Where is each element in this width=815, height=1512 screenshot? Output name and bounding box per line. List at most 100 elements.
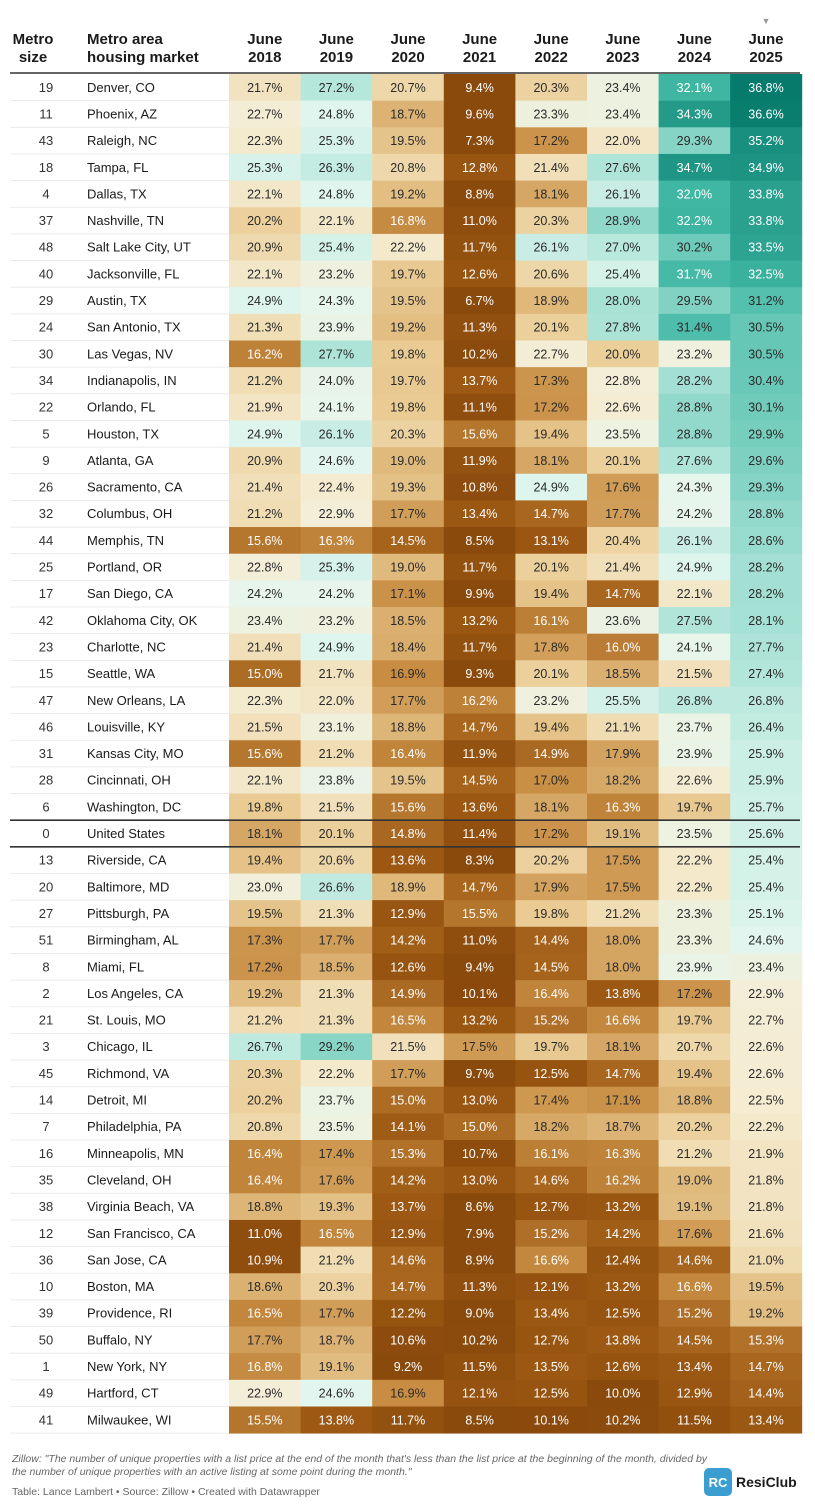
metro-name: Memphis, TN (87, 533, 164, 548)
cell-value: 19.1% (677, 1200, 712, 1214)
header-year-2022-month[interactable]: June (534, 31, 569, 48)
cell-value: 17.4% (533, 1094, 568, 1108)
cell-value: 17.0% (533, 774, 568, 788)
header-year-2022[interactable]: 2022 (535, 49, 568, 66)
heatmap-cell (587, 980, 659, 1008)
heatmap-cell (515, 313, 588, 341)
header-year-2021-month[interactable]: June (462, 31, 497, 48)
header-year-2020[interactable]: 2020 (391, 49, 424, 66)
heatmap-cell (658, 900, 731, 928)
metro-name: New Orleans, LA (87, 693, 186, 708)
heatmap-cell (372, 1379, 445, 1407)
header-year-2025[interactable]: 2025 (749, 49, 782, 66)
heatmap-cell (730, 127, 803, 155)
metro-name: St. Louis, MO (87, 1013, 166, 1028)
header-year-2021[interactable]: 2021 (463, 49, 496, 66)
cell-value: 19.7% (390, 267, 425, 281)
cell-value: 20.2% (247, 214, 282, 228)
heatmap-cell (658, 420, 731, 448)
cell-value: 23.2% (319, 614, 354, 628)
heatmap-cell (515, 367, 588, 395)
header-year-2024-month[interactable]: June (677, 31, 712, 48)
cell-value: 19.4% (247, 854, 282, 868)
cell-value: 33.8% (748, 187, 783, 201)
heatmap-cell (372, 180, 445, 208)
heatmap-cell (443, 127, 516, 155)
heatmap-cell (300, 953, 373, 981)
header-year-2023[interactable]: 2023 (606, 49, 639, 66)
header-year-2025-month[interactable]: June (748, 31, 783, 48)
cell-value: 25.4% (605, 267, 640, 281)
heatmap-cell (587, 473, 659, 501)
heatmap-cell (587, 553, 659, 581)
heatmap-cell (300, 207, 373, 235)
header-year-2018[interactable]: 2018 (248, 49, 281, 66)
cell-value: 16.8% (390, 214, 425, 228)
header-year-2019[interactable]: 2019 (320, 49, 353, 66)
header-year-2020-month[interactable]: June (390, 31, 425, 48)
metro-size-rank: 20 (39, 879, 53, 894)
cell-value: 22.7% (748, 1014, 783, 1028)
heatmap-cell (372, 447, 445, 475)
metro-name: Richmond, VA (87, 1066, 169, 1081)
heatmap-cell (587, 873, 659, 901)
heatmap-cell (587, 420, 659, 448)
cell-value: 14.5% (533, 960, 568, 974)
heatmap-cell (658, 287, 731, 315)
heatmap-cell (229, 367, 301, 395)
cell-value: 8.6% (465, 1200, 494, 1214)
cell-value: 15.3% (390, 1147, 425, 1161)
heatmap-cell (300, 1326, 373, 1354)
heatmap-cell (300, 527, 373, 555)
metro-size-rank: 23 (39, 639, 53, 654)
metro-size-rank: 41 (39, 1412, 53, 1427)
logo-letters: RC (709, 1475, 728, 1490)
credit-line: Table: Lance Lambert • Source: Zillow • … (12, 1486, 320, 1498)
cell-value: 16.9% (390, 667, 425, 681)
cell-value: 21.5% (677, 667, 712, 681)
heatmap-cell (515, 980, 588, 1008)
heatmap-cell (300, 1273, 373, 1301)
heatmap-cell (515, 740, 588, 768)
cell-value: 23.6% (605, 614, 640, 628)
cell-value: 22.2% (677, 854, 712, 868)
cell-value: 21.5% (247, 720, 282, 734)
heatmap-cell (372, 207, 445, 235)
heatmap-cell (372, 1060, 445, 1088)
cell-value: 19.8% (247, 800, 282, 814)
cell-value: 22.0% (605, 134, 640, 148)
cell-value: 18.0% (605, 960, 640, 974)
header-year-2023-month[interactable]: June (605, 31, 640, 48)
cell-value: 19.3% (319, 1200, 354, 1214)
heatmap-cell (658, 740, 731, 768)
sort-descending-icon[interactable]: ▼ (762, 16, 771, 26)
heatmap-cell (515, 1379, 588, 1407)
metro-name: Nashville, TN (87, 213, 164, 228)
heatmap-cell (300, 793, 373, 821)
cell-value: 13.0% (462, 1094, 497, 1108)
heatmap-cell (587, 1353, 659, 1381)
heatmap-cell (300, 1299, 373, 1327)
heatmap-cell (515, 127, 588, 155)
heatmap-cell (587, 660, 659, 688)
cell-value: 18.0% (605, 934, 640, 948)
heatmap-cell (229, 420, 301, 448)
cell-value: 19.3% (390, 481, 425, 495)
heatmap-cell (730, 1353, 803, 1381)
cell-value: 16.3% (605, 1147, 640, 1161)
cell-value: 23.0% (247, 880, 282, 894)
cell-value: 17.2% (533, 134, 568, 148)
heatmap-cell (229, 527, 301, 555)
heatmap-cell (300, 1406, 373, 1434)
header-year-2024[interactable]: 2024 (678, 49, 712, 66)
header-year-2019-month[interactable]: June (319, 31, 354, 48)
heatmap-cell (229, 180, 301, 208)
header-year-2018-month[interactable]: June (247, 31, 282, 48)
cell-value: 22.0% (319, 694, 354, 708)
cell-value: 21.0% (748, 1253, 783, 1267)
cell-value: 18.1% (533, 454, 568, 468)
header-metro-size-line2: size (19, 49, 47, 66)
heatmap-cell (229, 633, 301, 661)
heatmap-cell (587, 1299, 659, 1327)
heatmap-cell (730, 1006, 803, 1034)
